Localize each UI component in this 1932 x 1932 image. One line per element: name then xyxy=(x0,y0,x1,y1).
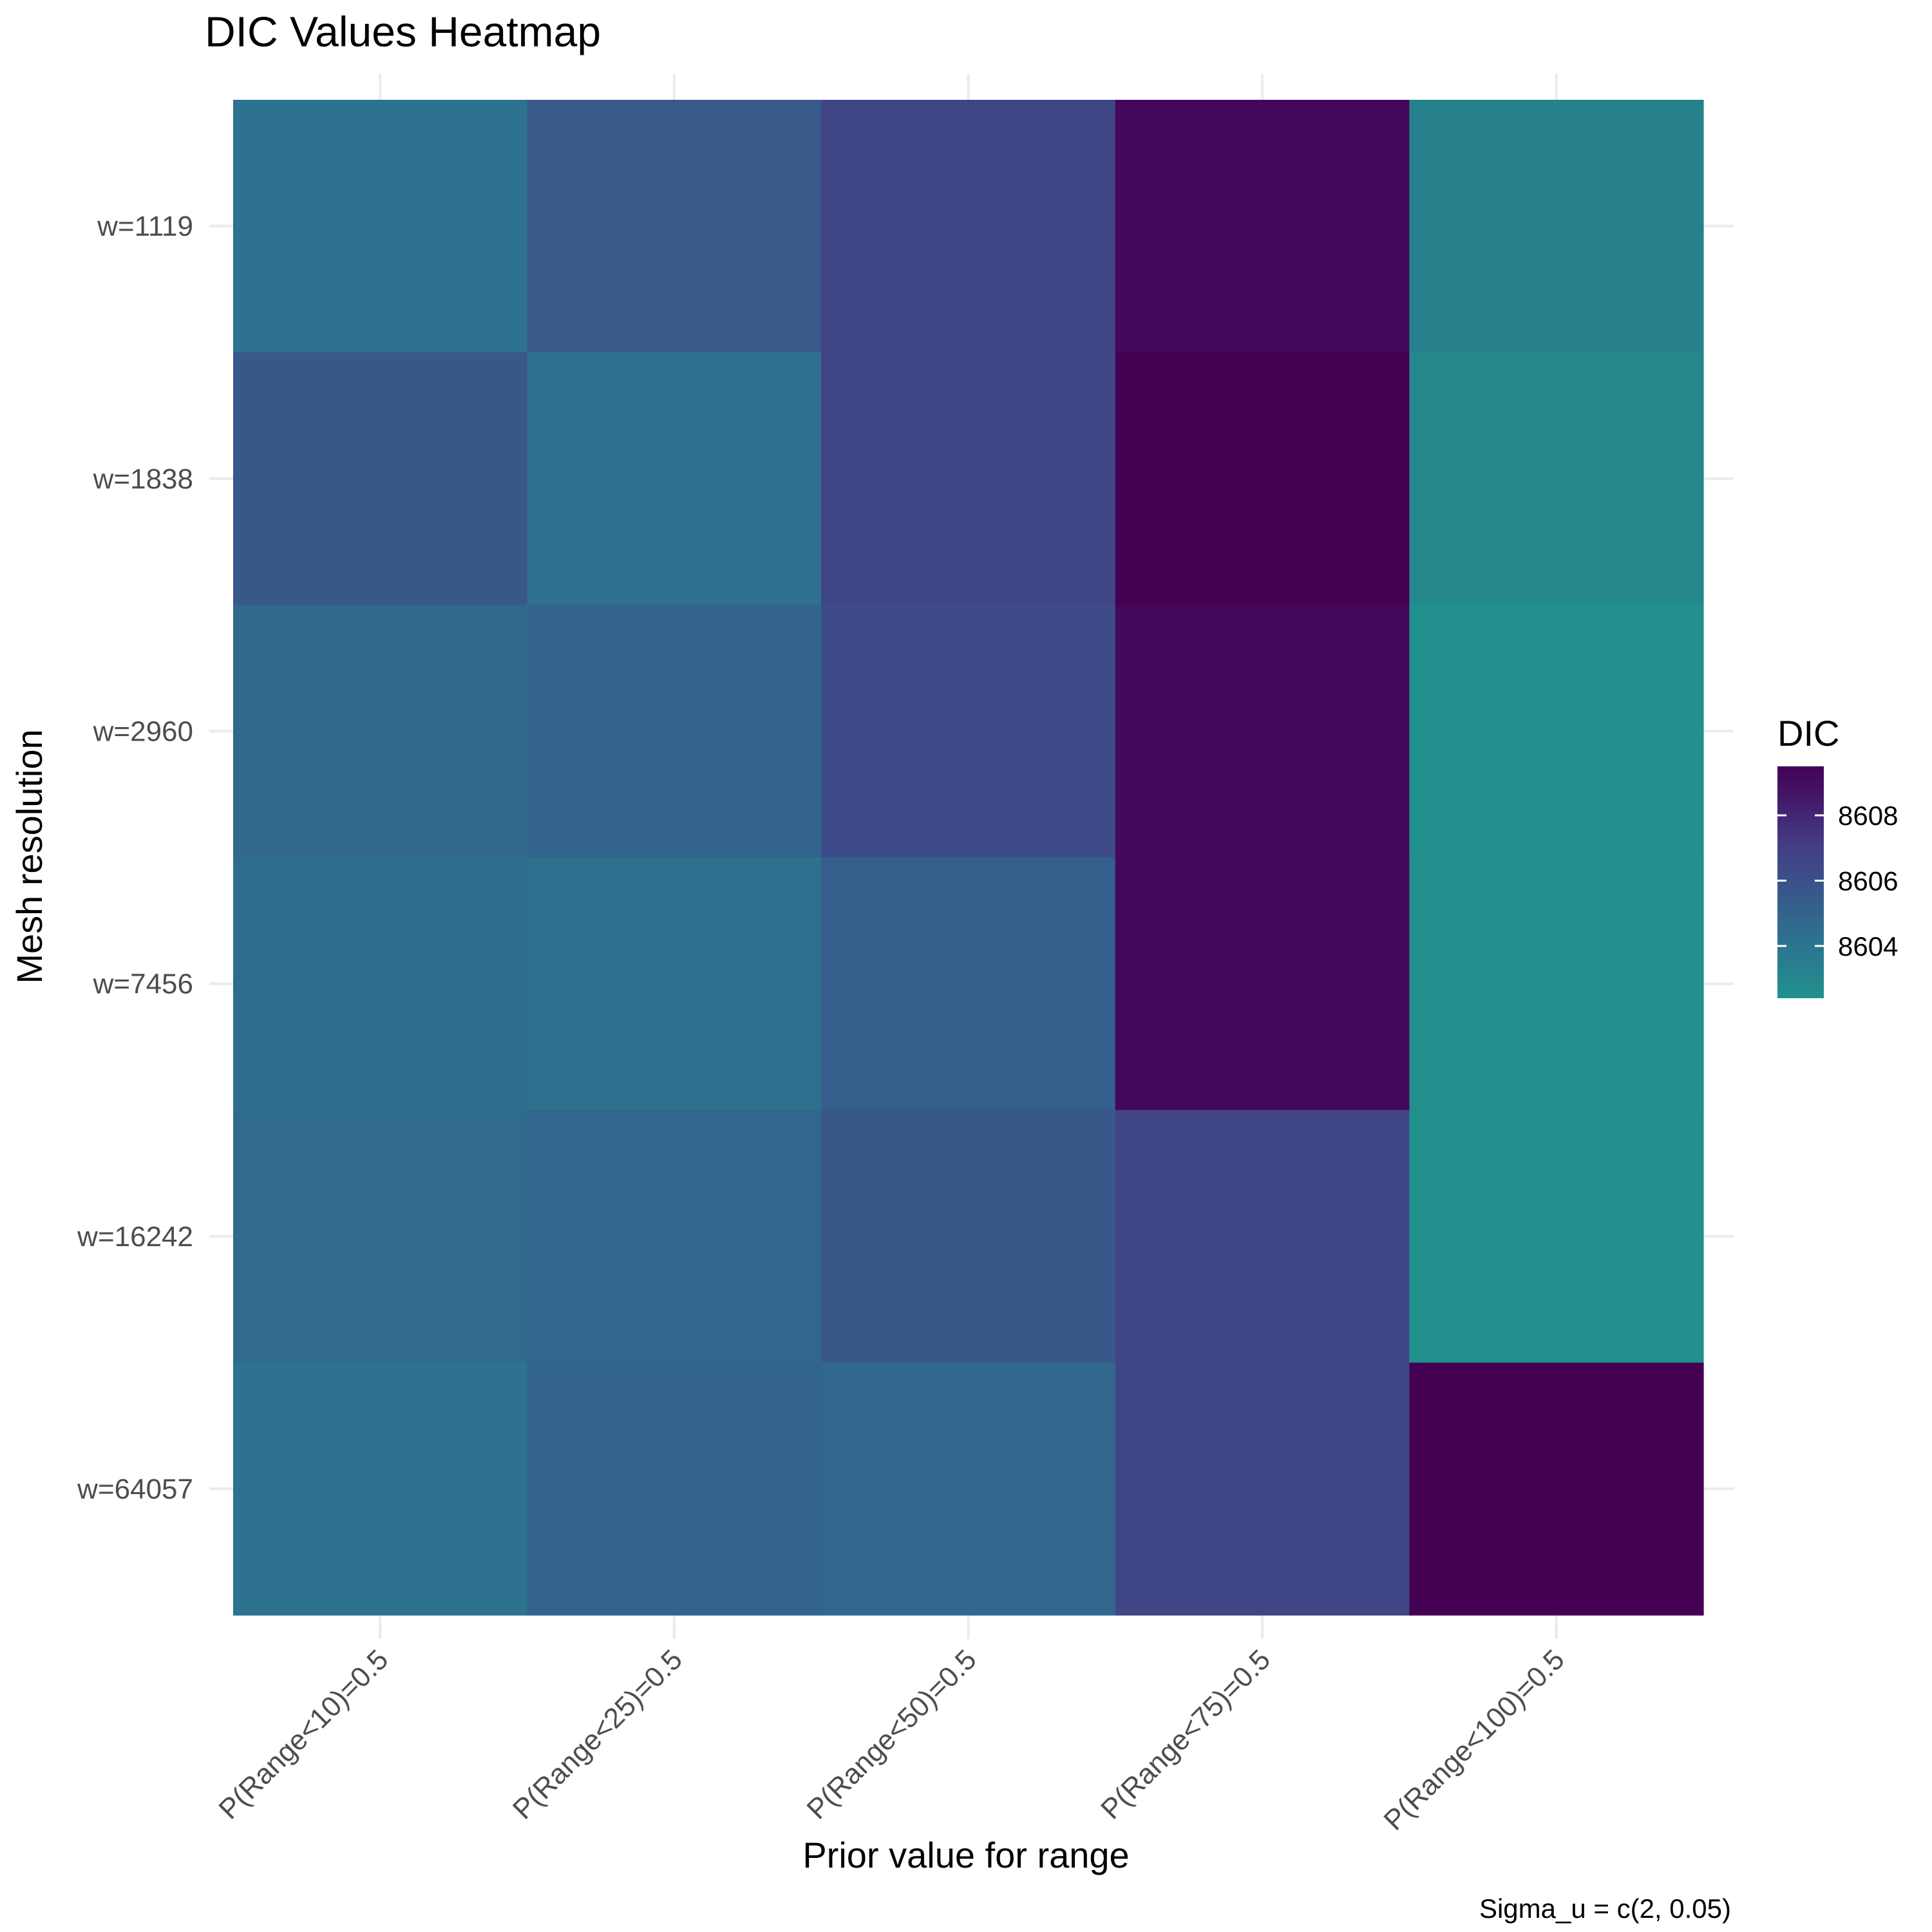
legend-colorbar xyxy=(1777,766,1824,998)
heatmap-cell xyxy=(821,857,1116,1111)
heatmap-cell xyxy=(527,605,822,858)
heatmap-cell xyxy=(233,857,528,1111)
heatmap-cell xyxy=(1409,605,1704,858)
chart-caption: Sigma_u = c(2, 0.05) xyxy=(1479,1893,1731,1924)
legend-tick-label: 8608 xyxy=(1838,800,1898,831)
y-tick-label: w=16242 xyxy=(77,1221,193,1253)
heatmap-cell xyxy=(527,1110,822,1363)
heatmap-cell xyxy=(1409,100,1704,353)
heatmap-cell xyxy=(1409,1110,1704,1363)
heatmap-cell xyxy=(527,857,822,1111)
heatmap-cells xyxy=(233,100,1704,1616)
heatmap-cell xyxy=(233,100,528,353)
y-axis-ticks: w=1119 w=1838 w=2960 w=7456 w=16242 w=64057 xyxy=(77,211,229,1505)
heatmap-cell xyxy=(821,100,1116,353)
chart-title: DIC Values Heatmap xyxy=(205,8,601,55)
heatmap-cell xyxy=(1115,1110,1410,1363)
x-axis-ticks: P(Range<10)=0.5 P(Range<25)=0.5 P(Range<50… xyxy=(213,1620,1571,1837)
legend-ticks: 8604 8606 8608 xyxy=(1777,800,1898,961)
x-tick-label: P(Range<75)=0.5 xyxy=(1095,1643,1276,1825)
heatmap-cell xyxy=(233,1110,528,1363)
y-tick-label: w=1838 xyxy=(93,463,193,495)
color-legend: DIC 8604 8606 8608 xyxy=(1777,713,1898,998)
heatmap-cell xyxy=(821,1110,1116,1363)
y-tick-label: w=2960 xyxy=(93,715,193,747)
heatmap-cell xyxy=(527,100,822,353)
heatmap-cell xyxy=(1115,857,1410,1111)
x-axis-title: Prior value for range xyxy=(802,1835,1129,1875)
heatmap-cell xyxy=(233,352,528,605)
legend-tick-label: 8606 xyxy=(1838,866,1898,896)
heatmap-cell xyxy=(821,1362,1116,1616)
heatmap-cell xyxy=(821,352,1116,605)
x-tick-label: P(Range<50)=0.5 xyxy=(801,1643,983,1825)
heatmap-cell xyxy=(1115,1362,1410,1616)
heatmap-cell xyxy=(527,352,822,605)
y-tick-label: w=1119 xyxy=(97,211,193,242)
heatmap-cell xyxy=(233,1362,528,1616)
heatmap-cell xyxy=(527,1362,822,1616)
legend-tick-label: 8604 xyxy=(1838,931,1898,961)
heatmap-cell xyxy=(1409,857,1704,1111)
y-tick-label: w=7456 xyxy=(93,969,193,1000)
x-tick-label: P(Range<100)=0.5 xyxy=(1378,1643,1570,1836)
heatmap-cell xyxy=(1115,605,1410,858)
x-tick-label: P(Range<25)=0.5 xyxy=(507,1643,688,1825)
heatmap-cell xyxy=(821,605,1116,858)
heatmap-cell xyxy=(1115,352,1410,605)
x-tick-label: P(Range<10)=0.5 xyxy=(213,1643,394,1825)
legend-title: DIC xyxy=(1777,713,1839,753)
heatmap-cell xyxy=(233,605,528,858)
y-axis-title: Mesh resolution xyxy=(9,729,50,983)
heatmap-cell xyxy=(1115,100,1410,353)
heatmap-cell xyxy=(1409,1362,1704,1616)
y-tick-label: w=64057 xyxy=(77,1473,193,1505)
heatmap-cell xyxy=(1409,352,1704,605)
